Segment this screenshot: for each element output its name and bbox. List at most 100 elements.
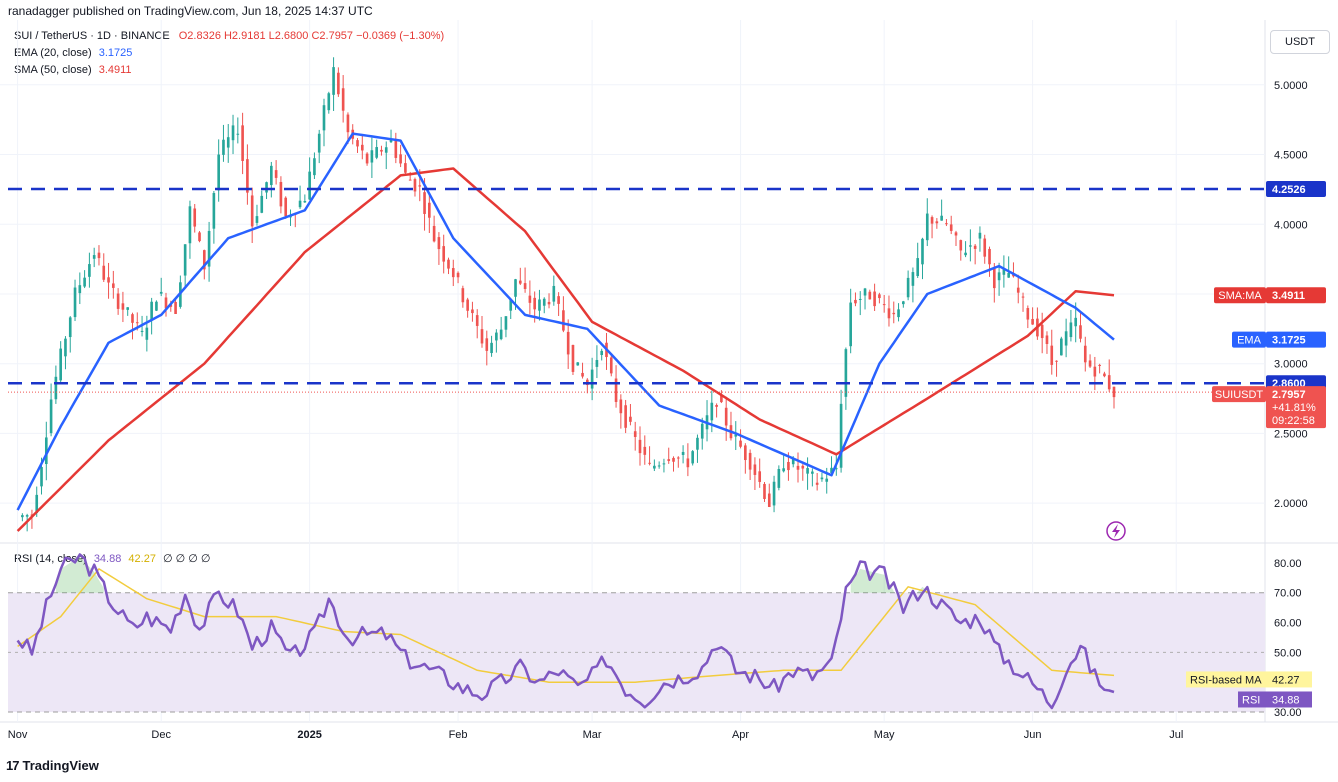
candle-body [193,208,197,227]
candle [88,252,91,288]
candle-body [547,301,551,305]
candle [748,449,752,481]
candle-body [303,200,307,203]
ema-legend[interactable]: EMA (20, close) 3.1725 [14,47,132,59]
candle-body [533,297,536,310]
candle-body [451,268,455,278]
rsi-legend-value: 34.88 [93,553,122,565]
candle-body [566,331,570,355]
candle [365,152,369,166]
candle-body [380,149,383,152]
candle-body [504,316,508,330]
sma-badge-value-0: 3.4911 [1272,290,1305,302]
last-price-badge-value-1: +41.81% [1272,402,1316,414]
rsi-y-tick-label: 70.00 [1274,588,1302,600]
candle [916,242,920,278]
candle [475,309,479,339]
sma-legend-label: SMA (50, close) [14,64,92,76]
candle-body [811,471,814,474]
candle [380,145,383,156]
candle-body [667,459,671,461]
candle-body [1031,318,1034,325]
candle-body [159,291,163,294]
candle [897,303,900,322]
candle [490,335,493,357]
ema-badge: EMA 3.1725 [1232,331,1326,348]
candle [806,457,809,490]
candle-body [44,437,48,465]
symbol-legend: SUI / TetherUS · 1D · BINANCE O2.8326 H2… [14,30,444,42]
candle-body [495,332,498,341]
candle [921,237,924,280]
candle [298,185,302,209]
candle [959,239,963,261]
candle [854,292,857,307]
candle [451,259,455,287]
candle-body [308,171,311,200]
x-tick-label: Feb [449,729,468,741]
candle [64,336,67,370]
candle-body [514,279,517,297]
candle [935,218,939,229]
candle-body [624,405,627,428]
candle [466,297,469,318]
candle-body [428,202,431,218]
candle [49,383,53,437]
candle-body [135,322,139,324]
candle [1088,354,1092,369]
footer-brand[interactable]: 17 TradingView [6,758,99,773]
x-tick-label: Apr [732,729,749,741]
candle-body [341,88,345,111]
candle [332,57,335,111]
candle-body [322,105,326,131]
candle-body [538,299,541,311]
candle-body [653,465,656,469]
last-price-badge-value-0: 2.7957 [1272,389,1306,401]
candle-body [696,437,699,450]
candle-body [854,299,857,304]
candle-body [356,140,359,147]
candle [437,232,441,265]
candle [116,288,120,315]
rsi-legend[interactable]: RSI (14, close) 34.88 42.27 ∅ ∅ ∅ ∅ [14,552,211,565]
ohlc-values: O2.8326 H2.9181 L2.6800 C2.7957 −0.0369 … [178,30,445,42]
sma-legend[interactable]: SMA (50, close) 3.4911 [14,64,132,76]
candle-body [188,206,192,244]
candle-body [174,301,177,314]
candle [815,473,819,491]
sma-badge-name-bg [1214,287,1266,304]
candle [394,132,398,164]
rsi-overbought-fill [55,556,104,593]
sma-badge-value-bg [1266,287,1326,304]
x-tick-label: May [874,729,895,741]
candle-body [404,163,407,173]
candle-body [710,402,714,421]
candle [495,329,498,353]
candle-body [1050,345,1054,365]
candle [538,289,541,321]
candle-body [408,179,412,181]
candle-body [825,478,829,482]
candle [73,279,77,322]
candle-body [418,185,422,187]
candle [1002,255,1006,288]
candle [648,446,651,466]
rsi-y-tick-label: 30.00 [1274,707,1302,719]
candle [442,234,446,274]
candle-body [844,349,848,397]
candle [619,394,623,429]
candle [777,465,781,491]
candle [231,114,235,155]
candle-body [360,144,364,151]
candle-body [456,272,460,278]
candle-body [997,272,1001,281]
candle [653,459,656,472]
candle [609,353,613,377]
candle-body [686,458,690,468]
symbol-name[interactable]: SUI / TetherUS · 1D · BINANCE [14,30,170,42]
candle-body [878,294,881,299]
candle-body [475,315,479,326]
candle [461,285,465,308]
currency-selector[interactable]: USDT [1270,30,1330,54]
